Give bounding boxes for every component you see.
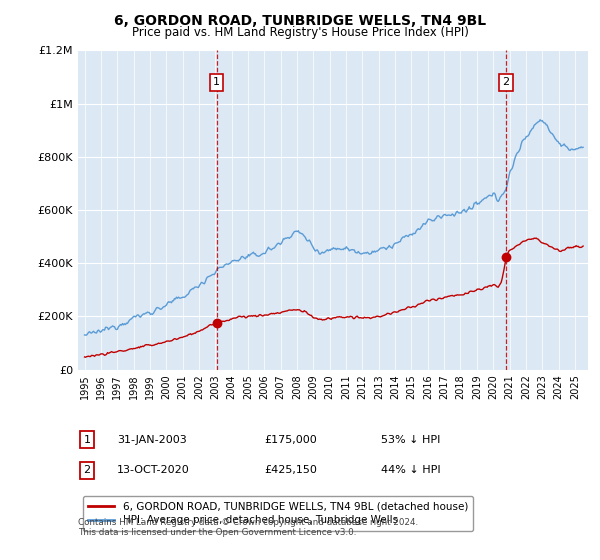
Text: £425,150: £425,150 (264, 465, 317, 475)
Text: 1: 1 (213, 77, 220, 87)
Text: Price paid vs. HM Land Registry's House Price Index (HPI): Price paid vs. HM Land Registry's House … (131, 26, 469, 39)
Text: 2: 2 (83, 465, 91, 475)
Text: Contains HM Land Registry data © Crown copyright and database right 2024.
This d: Contains HM Land Registry data © Crown c… (78, 518, 418, 538)
Text: 13-OCT-2020: 13-OCT-2020 (117, 465, 190, 475)
Point (212, 319, 221, 328)
Point (502, 252, 511, 261)
Text: 31-JAN-2003: 31-JAN-2003 (117, 435, 187, 445)
Text: 6, GORDON ROAD, TUNBRIDGE WELLS, TN4 9BL: 6, GORDON ROAD, TUNBRIDGE WELLS, TN4 9BL (114, 14, 486, 28)
Text: 2: 2 (503, 77, 510, 87)
Text: 1: 1 (83, 435, 91, 445)
Text: 53% ↓ HPI: 53% ↓ HPI (381, 435, 440, 445)
Text: 44% ↓ HPI: 44% ↓ HPI (381, 465, 440, 475)
Legend: 6, GORDON ROAD, TUNBRIDGE WELLS, TN4 9BL (detached house), HPI: Average price, d: 6, GORDON ROAD, TUNBRIDGE WELLS, TN4 9BL… (83, 496, 473, 531)
Text: £175,000: £175,000 (264, 435, 317, 445)
